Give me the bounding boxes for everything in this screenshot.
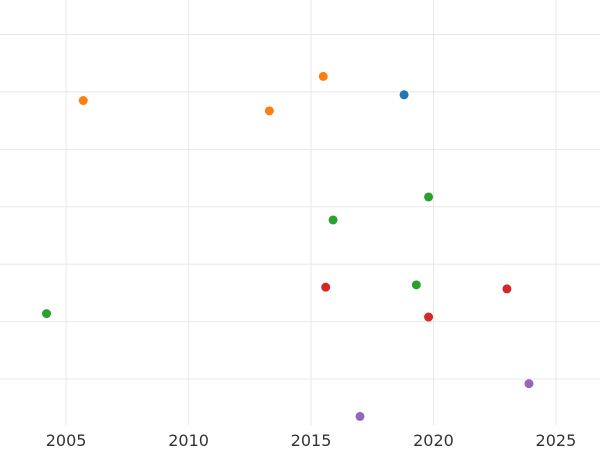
data-point: [355, 411, 365, 421]
data-point: [318, 71, 328, 81]
data-point: [524, 379, 534, 389]
data-point: [424, 312, 434, 322]
x-tick-label: 2015: [291, 431, 332, 450]
data-point: [78, 96, 88, 106]
data-point: [411, 280, 421, 290]
data-point: [502, 284, 512, 294]
x-tick-label: 2005: [46, 431, 87, 450]
data-point: [328, 215, 338, 225]
data-point: [42, 309, 52, 319]
data-point: [424, 192, 434, 202]
x-tick-label: 2020: [413, 431, 454, 450]
data-point: [399, 90, 409, 100]
x-tick-label: 2025: [536, 431, 577, 450]
data-points: [42, 71, 534, 421]
data-point: [264, 106, 274, 116]
x-tick-label: 2010: [168, 431, 209, 450]
data-point: [321, 282, 331, 292]
grid: [0, 0, 600, 425]
x-axis-ticks: 2005 2010 2015 2020 2025: [46, 431, 577, 450]
